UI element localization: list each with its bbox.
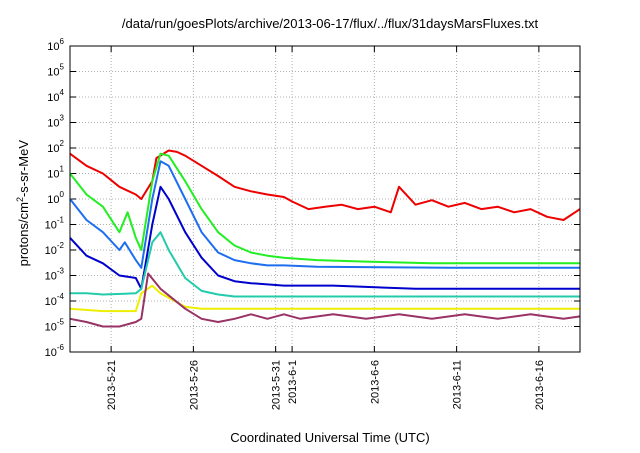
y-tick-exponent: -3	[57, 267, 65, 276]
series-line	[69, 152, 580, 265]
y-tick-exponent: 2	[60, 139, 65, 148]
x-tick-label: 2013-5-21	[106, 360, 118, 410]
plot-frame	[69, 45, 581, 353]
series-line	[69, 160, 580, 269]
x-tick-label: 2013-6-1	[287, 360, 299, 404]
y-tick-label: 10-4	[45, 292, 65, 308]
y-tick-label: 105	[47, 63, 64, 79]
series-line	[69, 272, 581, 328]
y-tick-label: 10-1	[45, 216, 65, 232]
y-tick-label: 103	[47, 114, 64, 130]
y-axis-label-sup: 2	[14, 197, 25, 203]
y-tick-label: 106	[47, 37, 64, 53]
x-axis-label: Coordinated Universal Time (UTC)	[230, 430, 430, 445]
y-axis-label-prefix: protons/cm	[16, 202, 32, 267]
y-tick-label: 104	[47, 88, 64, 104]
y-tick-label: 10-2	[45, 241, 65, 257]
y-tick-exponent: 4	[60, 88, 65, 97]
series-line	[69, 185, 580, 290]
x-tick-label: 2013-5-31	[271, 360, 283, 410]
y-tick-label: 101	[47, 165, 64, 181]
y-tick-exponent: -6	[57, 343, 65, 352]
y-tick-exponent: -1	[57, 216, 65, 225]
y-axis-label: protons/cm2-s-sr-MeV	[15, 108, 31, 298]
y-tick-exponent: -5	[57, 318, 65, 327]
x-tick-label: 2013-6-11	[452, 360, 464, 409]
y-tick-exponent: -4	[57, 292, 65, 301]
y-tick-exponent: 0	[60, 190, 65, 199]
y-tick-label: 102	[47, 139, 64, 155]
x-tick-label: 2013-5-26	[188, 360, 200, 410]
y-tick-exponent: 3	[60, 114, 65, 123]
y-tick-exponent: -2	[57, 241, 65, 250]
y-tick-label: 10-3	[45, 267, 65, 283]
y-tick-label: 100	[47, 190, 64, 206]
y-tick-exponent: 6	[60, 37, 65, 46]
series-line	[69, 284, 580, 313]
y-tick-label: 10-6	[45, 343, 65, 359]
y-tick-label: 10-5	[45, 318, 65, 334]
y-axis-label-suffix: -s-sr-MeV	[16, 139, 32, 198]
y-tick-exponent: 1	[60, 165, 65, 174]
y-tick-exponent: 5	[60, 63, 65, 72]
series-line	[69, 149, 581, 221]
x-tick-label: 2013-6-6	[369, 360, 381, 404]
series-line	[70, 231, 580, 298]
x-tick-label: 2013-6-16	[534, 360, 546, 410]
chart-title: /data/run/goesPlots/archive/2013-06-17/f…	[121, 16, 539, 31]
